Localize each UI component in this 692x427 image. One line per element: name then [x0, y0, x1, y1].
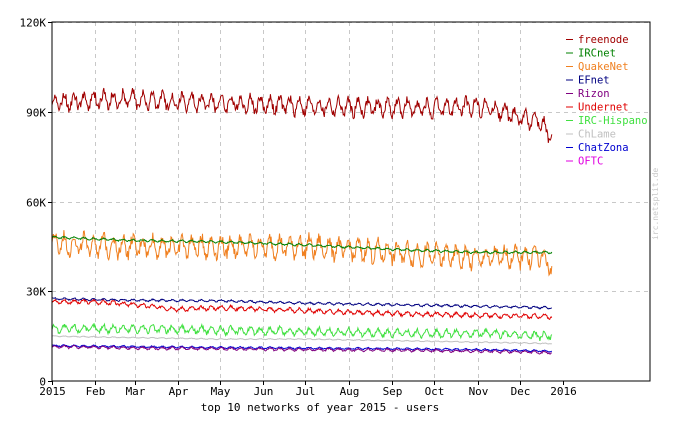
legend-entry: OFTC: [578, 156, 603, 168]
chart-caption: top 10 networks of year 2015 - users: [201, 401, 439, 414]
x-tick-label: May: [211, 385, 231, 398]
x-tick-label: 2016: [550, 385, 577, 398]
y-tick-label: 90K: [26, 107, 46, 120]
legend-entry: Undernet: [578, 102, 629, 114]
legend-entry: ChLame: [578, 129, 616, 141]
x-tick-label: 2015: [39, 385, 66, 398]
series-line: [51, 344, 553, 353]
series-line: [51, 335, 553, 345]
y-tick-label: 30K: [26, 286, 46, 299]
x-tick-label: Aug: [340, 385, 360, 398]
x-tick-label: Oct: [425, 385, 445, 398]
series-line: [51, 322, 553, 341]
legend-entry: EFnet: [578, 75, 610, 87]
x-tick-label: Nov: [469, 385, 489, 398]
series-line: [51, 297, 553, 310]
series-line: [51, 230, 553, 277]
x-tick-label: Sep: [383, 385, 403, 398]
legend-entry: freenode: [578, 34, 629, 46]
y-tick-label: 120K: [20, 17, 47, 30]
x-tick-label: Jul: [296, 385, 316, 398]
y-tick-label: 0: [39, 376, 46, 389]
series-line: [51, 87, 553, 143]
x-tick-label: Dec: [511, 385, 531, 398]
x-axis-ticks: 2015 Feb Mar Apr May Jun Jul Aug Sep Oct Nov Dec 201…: [39, 381, 577, 398]
y-axis-ticks: 0 30K 60K 90K 120K: [20, 17, 52, 389]
legend-entry: Rizon: [578, 88, 610, 100]
x-tick-label: Feb: [86, 385, 106, 398]
legend-entry: QuakeNet: [578, 61, 629, 73]
x-tick-label: Jun: [254, 385, 274, 398]
legend-entry: ChatZona: [578, 142, 629, 154]
x-tick-label: Mar: [126, 385, 146, 398]
watermark: irc.netsplit.de: [651, 168, 660, 240]
legend-entry: IRC-Hispano: [578, 115, 648, 127]
series-line: [51, 298, 553, 321]
series-line: [51, 235, 553, 255]
legend-entry: IRCnet: [578, 48, 616, 60]
plot-frame: [51, 21, 651, 382]
axes: [51, 21, 651, 382]
series-line: [51, 344, 552, 355]
x-tick-label: Apr: [169, 385, 189, 398]
y-tick-label: 60K: [26, 197, 46, 210]
